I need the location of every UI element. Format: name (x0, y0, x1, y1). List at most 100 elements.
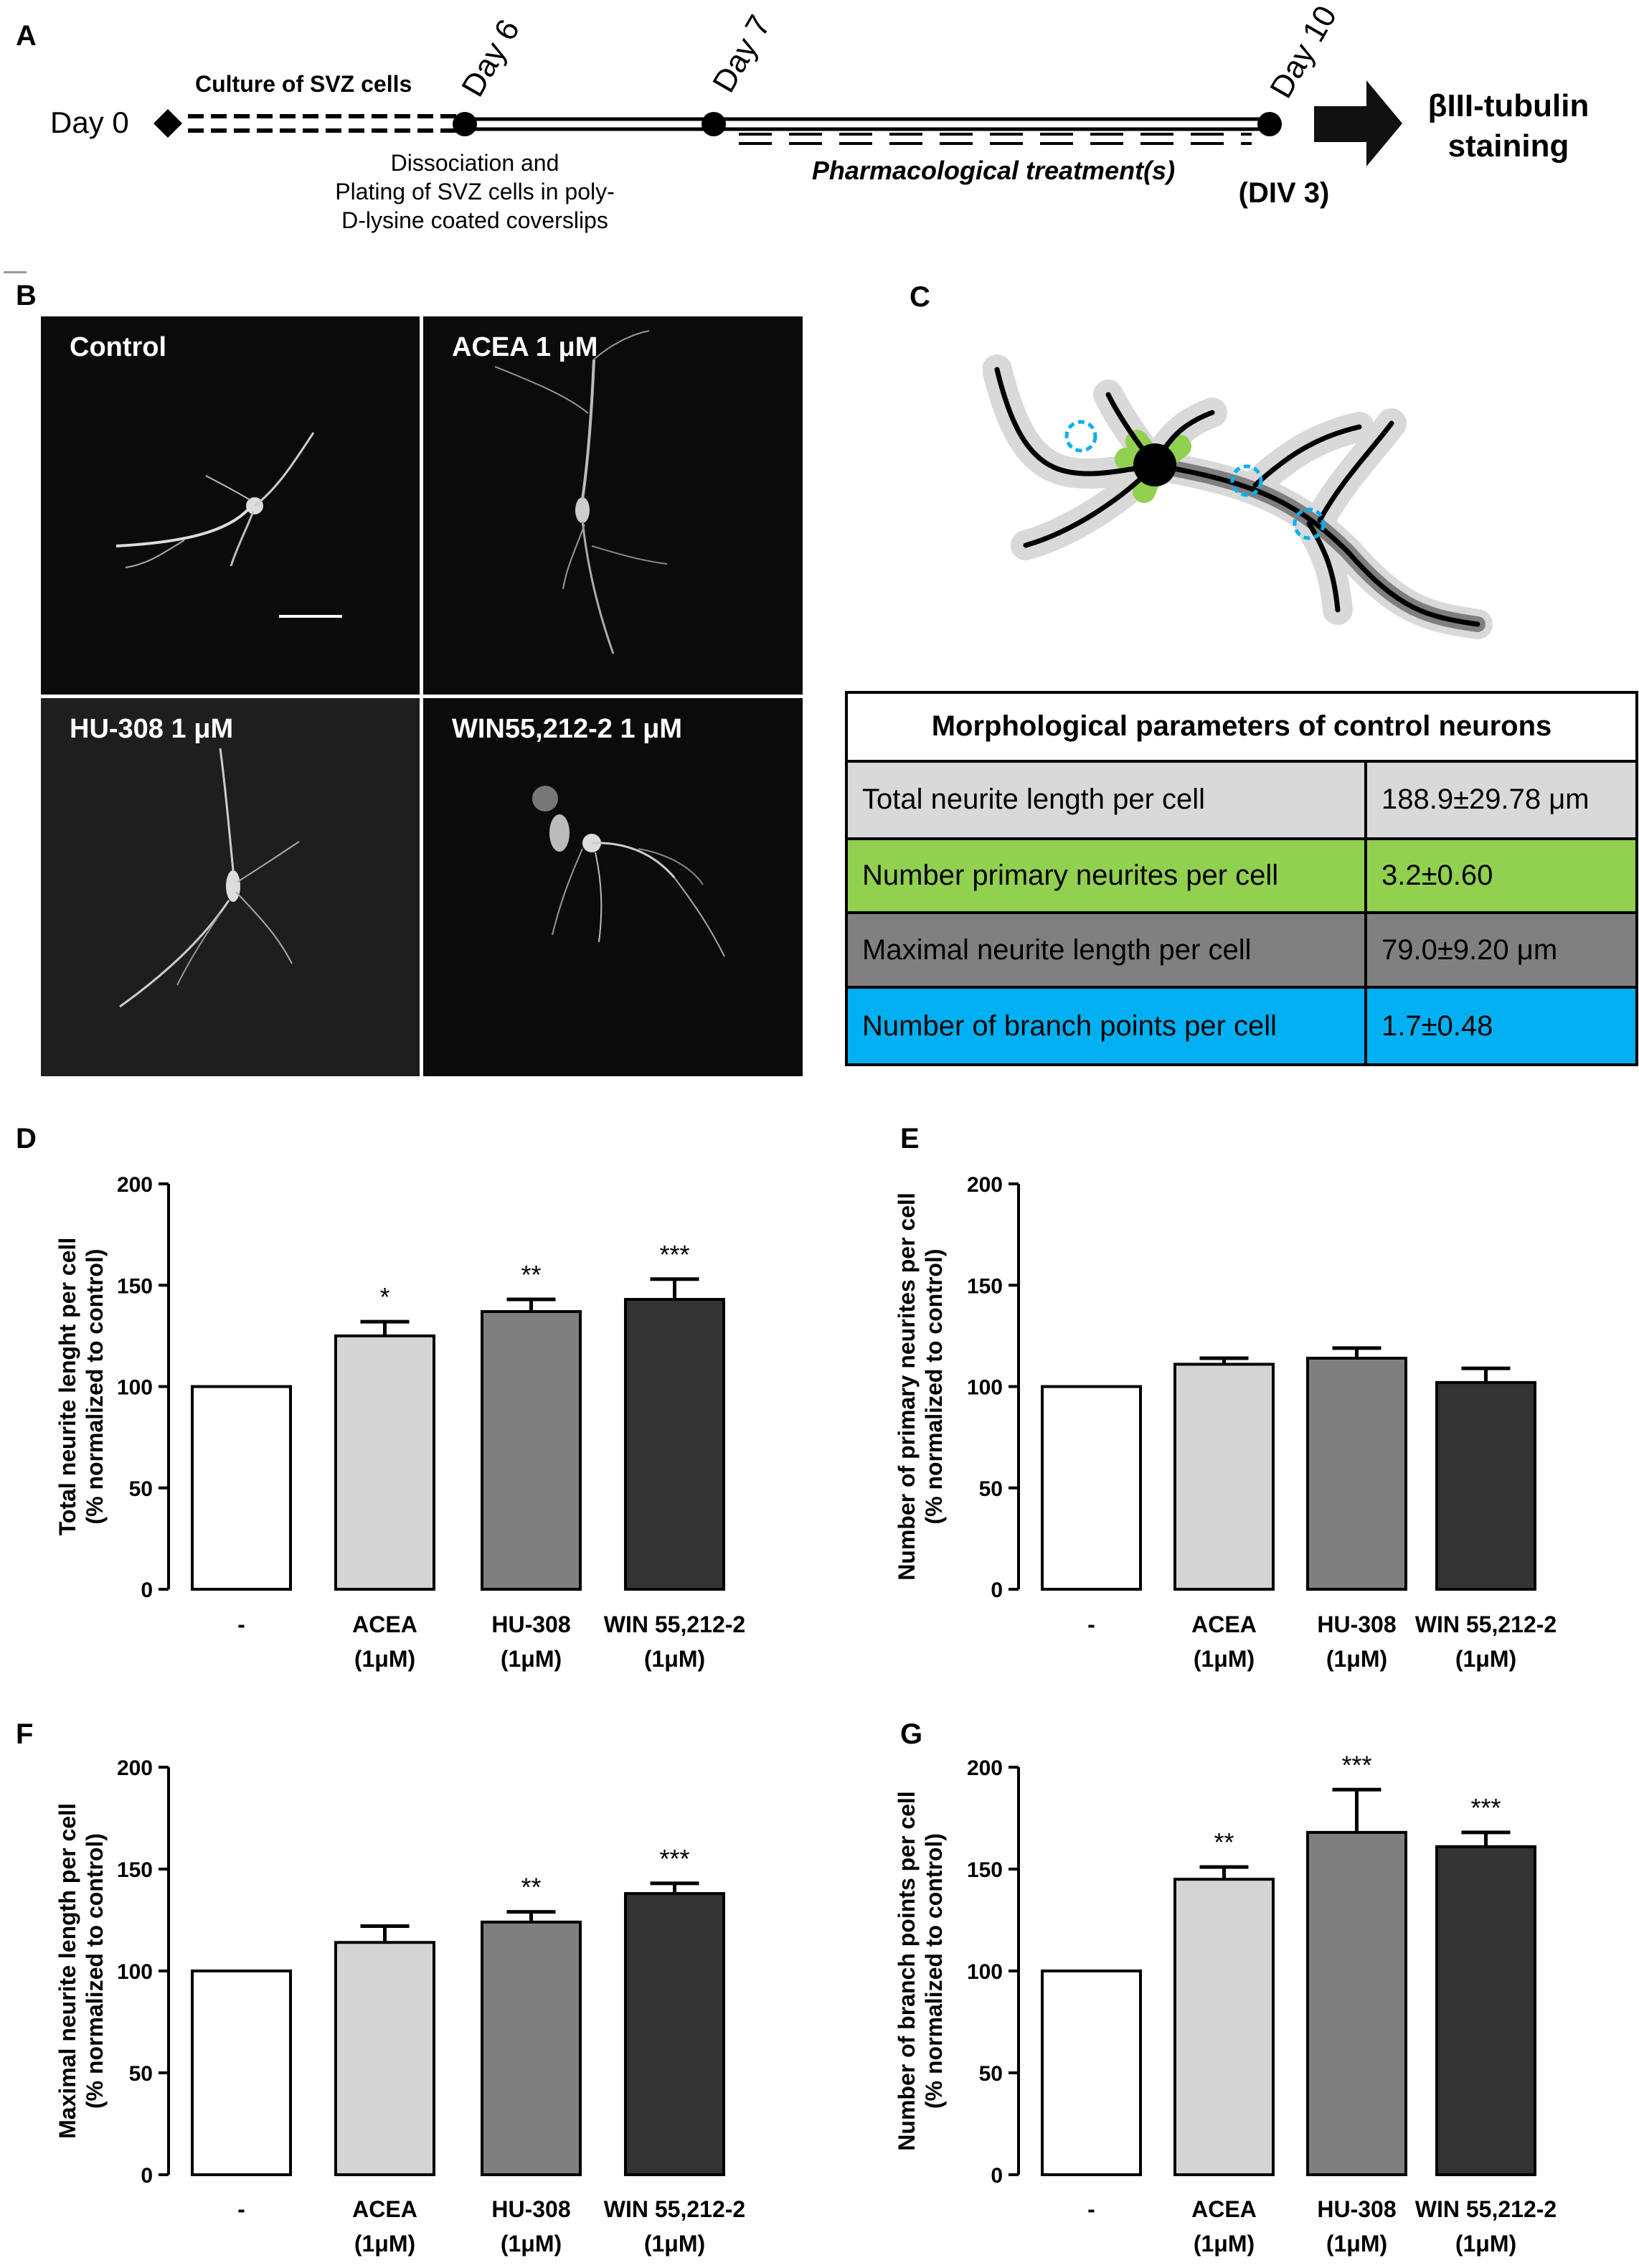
table-row: Maximal neurite length per cell 79.0±9.2… (845, 911, 1638, 989)
divider-mark (4, 271, 27, 273)
y-axis-label: Number of primary neurites per cell(% no… (894, 1192, 947, 1581)
soma (1133, 443, 1176, 486)
chart-d: 0 50 100 150 200 Total neurite lenght per cel… (55, 1173, 745, 1672)
micrograph-hu308: HU-308 1 μM (41, 698, 420, 1076)
micrograph-label: Control (70, 332, 167, 362)
significance-label: ** (521, 1260, 541, 1289)
morphology-table: Morphological parameters of control neur… (845, 691, 1638, 1066)
y-tick-label: 100 (117, 1960, 153, 1984)
x-tick-label: - (1087, 1611, 1095, 1637)
y-tick-label: 200 (967, 1173, 1003, 1197)
x-tick-label: WIN 55,212-2 (1μM) (1415, 2196, 1557, 2257)
x-tick-label: WIN 55,212-2 (1μM) (1415, 1611, 1557, 1672)
day6-label: Day 6 (455, 14, 526, 103)
panel-label-d: D (16, 1123, 37, 1154)
morphology-table-title: Morphological parameters of control neur… (845, 691, 1638, 763)
micrograph-control: Control (41, 316, 420, 695)
bar (1173, 1878, 1275, 2176)
bar (191, 1970, 292, 2176)
micrograph-label: HU-308 1 μM (70, 714, 234, 744)
bar (1041, 1970, 1142, 2176)
y-tick-label: 0 (141, 1578, 153, 1602)
micrograph-acea: ACEA 1 μM (423, 316, 803, 695)
day10-label: Day 10 (1263, 0, 1343, 104)
bar (481, 1309, 582, 1591)
param-cell: Total neurite length per cell (845, 759, 1367, 840)
y-tick-label: 100 (967, 1960, 1003, 1984)
panel-label-g: G (900, 1718, 923, 1750)
day0-label: Day 0 (50, 105, 129, 139)
y-tick-label: 200 (117, 1173, 153, 1197)
x-tick-label: ACEA (1μM) (1191, 1611, 1257, 1672)
arrow-right-icon (1314, 80, 1402, 166)
significance-label: ** (521, 1873, 541, 1902)
y-tick-label: 50 (979, 2062, 1003, 2086)
value-cell: 188.9±29.78 μm (1364, 759, 1638, 840)
y-tick-label: 150 (967, 1274, 1003, 1298)
bar (1041, 1385, 1142, 1591)
x-tick-label: - (237, 2196, 245, 2222)
staining-line-1: βIII-tubulin (1428, 88, 1590, 123)
neuron-schematic (983, 354, 1493, 639)
x-tick-label: WIN 55,212-2 (1μM) (604, 1611, 745, 1672)
neuron-image (532, 786, 725, 957)
micrograph-win: WIN55,212-2 1 μM (423, 698, 803, 1076)
div-label: (DIV 3) (1239, 177, 1330, 209)
x-tick-label: ACEA (1μM) (352, 2196, 417, 2257)
x-tick-label: HU-308 (1μM) (491, 2196, 570, 2257)
y-axis-label: Maximal neurite length per cell(% normal… (55, 1803, 108, 2139)
y-tick-label: 0 (991, 2164, 1003, 2188)
x-tick-label: ACEA (1μM) (1191, 2196, 1257, 2257)
panel-label-e: E (900, 1123, 920, 1154)
x-tick-label: HU-308 (1μM) (491, 1611, 570, 1672)
dissociation-line-3: D-lysine coated coverslips (341, 207, 608, 233)
panel-label-b: B (16, 280, 37, 311)
treatment-label: Pharmacological treatment(s) (812, 156, 1175, 185)
value-cell: 1.7±0.48 (1364, 986, 1638, 1066)
x-tick-label: HU-308 (1μM) (1317, 1611, 1396, 1672)
significance-label: *** (1341, 1751, 1371, 1779)
day6-marker (453, 112, 477, 136)
dissociation-line-2: Plating of SVZ cells in poly- (335, 179, 615, 204)
x-tick-label: ACEA (1μM) (352, 1611, 417, 1672)
x-tick-label: WIN 55,212-2 (1μM) (604, 2196, 745, 2257)
x-tick-label: - (237, 1611, 245, 1637)
treatment-dashes (739, 133, 1252, 145)
y-tick-label: 50 (129, 2062, 153, 2086)
y-axis-label: Number of branch points per cell(% norma… (894, 1791, 947, 2150)
x-tick-label: HU-308 (1μM) (1317, 2196, 1396, 2257)
day0-diamond (153, 109, 182, 138)
bar (1435, 1380, 1536, 1591)
bar (1173, 1363, 1275, 1591)
bar (1306, 1830, 1407, 2176)
branch-point-circles (1064, 420, 1326, 540)
panel-label-f: F (16, 1718, 34, 1750)
neuron-image (115, 432, 342, 618)
bar (191, 1385, 292, 1591)
significance-label: *** (659, 1240, 689, 1269)
significance-label: *** (1470, 1793, 1501, 1822)
timeline-diagram: Day 0 Culture of SVZ cells Day 6 Day 7 D… (50, 0, 1590, 233)
bar (1306, 1356, 1407, 1591)
micrograph-label: ACEA 1 μM (452, 332, 598, 362)
x-tick-label: - (1087, 2196, 1095, 2222)
y-tick-label: 150 (117, 1274, 153, 1298)
y-tick-label: 50 (129, 1477, 153, 1501)
table-row: Number of branch points per cell 1.7±0.4… (845, 986, 1638, 1066)
black-neurites (994, 367, 1480, 627)
bar (334, 1334, 435, 1591)
bar (481, 1920, 582, 2176)
y-tick-label: 100 (967, 1376, 1003, 1400)
day7-label: Day 7 (706, 9, 778, 98)
panel-label-a: A (16, 20, 37, 52)
neuron-image (494, 330, 668, 654)
day10-marker (1257, 112, 1282, 136)
staining-line-2: staining (1448, 128, 1569, 164)
significance-label: * (379, 1282, 389, 1312)
value-cell: 3.2±0.60 (1364, 837, 1638, 915)
chart-e: 0 50 100 150 200 Number of primary neurites p… (894, 1173, 1557, 1672)
chart-g: 0 50 100 150 200 Number of branch points per … (894, 1751, 1557, 2257)
y-tick-label: 0 (991, 1578, 1003, 1602)
y-tick-label: 50 (979, 1477, 1003, 1501)
y-tick-label: 0 (141, 2164, 153, 2188)
